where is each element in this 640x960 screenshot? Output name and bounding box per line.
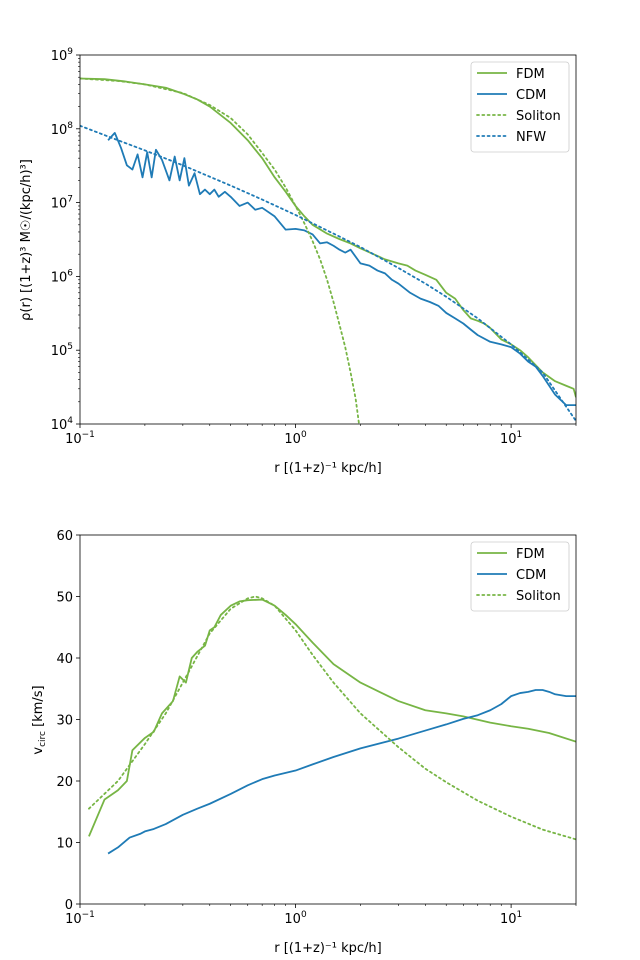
velocity-legend-label-cdm: CDM bbox=[516, 568, 546, 583]
density-legend-label-cdm: CDM bbox=[516, 88, 546, 103]
density-legend-label-nfw: NFW bbox=[516, 130, 546, 145]
velocity-y-tick-label: 30 bbox=[56, 714, 73, 729]
density-legend: FDM CDM Soliton NFW bbox=[470, 61, 570, 153]
density-profile-panel: 10−1 100 101 104 105 106 107 108 109 FDM CDM Solito… bbox=[51, 47, 577, 447]
density-y-tick-label: 106 bbox=[51, 268, 74, 285]
density-axes-frame bbox=[79, 54, 577, 425]
density-y-tick-label: 105 bbox=[51, 342, 73, 359]
density-y-tick-label: 104 bbox=[51, 416, 74, 433]
density-y-axis-label: ρ(r) [(1+z)³ M☉/(kpc/h)³] bbox=[19, 159, 34, 321]
velocity-legend-label-soliton: Soliton bbox=[516, 589, 561, 604]
velocity-y-tick-label: 20 bbox=[56, 775, 73, 790]
velocity-y-tick-label: 0 bbox=[65, 898, 73, 913]
density-legend-label-soliton: Soliton bbox=[516, 109, 561, 124]
density-series-nfw-line bbox=[80, 124, 576, 422]
velocity-y-tick-label: 50 bbox=[56, 591, 73, 606]
velocity-x-tick-label: 101 bbox=[500, 910, 522, 927]
density-y-tick-label: 109 bbox=[51, 47, 74, 64]
density-series-fdm-line bbox=[80, 77, 576, 398]
density-legend-label-fdm: FDM bbox=[516, 67, 545, 82]
density-x-tick-label: 101 bbox=[500, 430, 522, 447]
velocity-y-tick-label: 40 bbox=[56, 652, 73, 667]
density-x-axis-label: r [(1+z)⁻¹ kpc/h] bbox=[274, 461, 382, 476]
velocity-series-soliton-line bbox=[88, 595, 576, 841]
velocity-legend: FDM CDM Soliton bbox=[470, 541, 570, 612]
velocity-x-tick-label: 10−1 bbox=[65, 910, 95, 927]
velocity-legend-label-fdm: FDM bbox=[516, 547, 545, 562]
velocity-legend-box bbox=[470, 541, 570, 612]
velocity-y-axis-label: vcirc [km/s] bbox=[31, 685, 48, 754]
velocity-y-tick-label: 60 bbox=[56, 529, 73, 544]
density-y-tick-label: 107 bbox=[51, 195, 73, 212]
velocity-y-tick-label: 10 bbox=[56, 837, 73, 852]
density-series-soliton-line bbox=[80, 77, 360, 424]
velocity-series-cdm-line bbox=[107, 689, 576, 855]
density-y-tick-label: 108 bbox=[51, 121, 74, 138]
density-x-tick-label: 10−1 bbox=[65, 430, 95, 447]
density-legend-box bbox=[470, 61, 570, 153]
density-x-tick-label: 100 bbox=[284, 430, 307, 447]
velocity-x-axis-label: r [(1+z)⁻¹ kpc/h] bbox=[274, 941, 382, 956]
velocity-x-tick-label: 100 bbox=[284, 910, 307, 927]
